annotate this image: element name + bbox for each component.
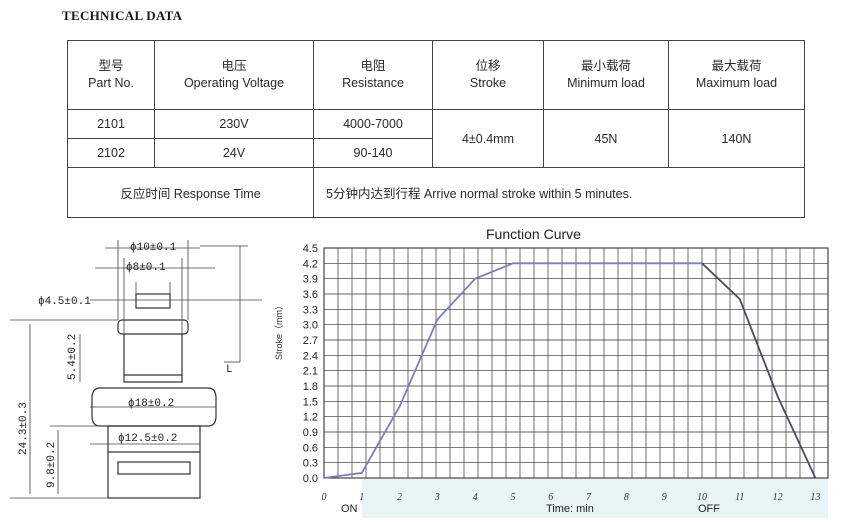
y-tick-label: 2.1 (303, 366, 318, 378)
x-tick-label: 6 (548, 492, 553, 503)
header-stroke: 位移 Stroke (432, 40, 544, 110)
x-tick-label: 2 (397, 492, 402, 503)
table-header-row: 型号 Part No. 电压 Operating Voltage 电阻 Resista… (67, 40, 805, 110)
header-min-load: 最小载荷 Minimum load (543, 40, 669, 110)
table-row: 2101 230V 4000-7000 4±0.4mm 45N 140N (67, 109, 805, 168)
cell-resistance: 90-140 (313, 138, 433, 168)
x-tick-label: 13 (810, 492, 820, 503)
y-tick-label: 1.5 (303, 396, 318, 408)
x-tick-label: 3 (434, 492, 440, 503)
y-tick-label: 0.0 (303, 473, 318, 485)
drawing-slot (117, 461, 191, 475)
drawing-neck (123, 334, 183, 383)
cell-part: 2101 (67, 109, 155, 139)
chart-ylabel: Stroke（mm） (274, 300, 284, 360)
dim-label: L (226, 364, 233, 376)
fall-curve (701, 262, 817, 479)
x-tick-label: 8 (624, 492, 629, 503)
y-tick-label: 2.4 (303, 350, 318, 362)
chart-xlabel: Time: min (546, 503, 594, 515)
x-tick-label: 5 (511, 492, 516, 503)
dim-label: ϕ12.5±0.2 (118, 433, 177, 445)
plot-frame (323, 247, 829, 479)
drawing-body (91, 387, 217, 427)
dim-label: ϕ4.5±0.1 (38, 296, 91, 308)
function-curve-chart: 0.0 0.3 0.6 0.9 1.2 1.5 1.8 2.1 2.4 2.7 3.0 3.3 3.6 3… (303, 243, 829, 518)
spec-table: 型号 Part No. 电压 Operating Voltage 电阻 Resista… (67, 40, 805, 218)
cell-response-value: 5分钟内达到行程 Arrive normal stroke within 5 m… (313, 167, 805, 218)
x-tick-label: 4 (473, 492, 478, 503)
x-tick-label: 7 (586, 492, 592, 503)
cell-voltage: 230V (154, 109, 314, 139)
header-cn: 最小载荷 (580, 59, 631, 73)
y-tick-label: 0.9 (303, 427, 318, 439)
drawing-pin (135, 293, 171, 309)
header-cn: 型号 (98, 59, 124, 73)
drawing-lower-body (107, 425, 201, 499)
chart-title: Function Curve (486, 226, 581, 242)
header-en: Minimum load (567, 76, 645, 90)
drawing-cap (117, 319, 189, 335)
x-tick-label: 0 (322, 492, 327, 503)
cell-max-load: 140N (668, 109, 805, 168)
y-tick-label: 1.2 (303, 412, 318, 424)
y-tick-label: 3.6 (303, 289, 318, 301)
y-tick-label: 3.3 (303, 304, 318, 316)
y-tick-label: 2.7 (303, 335, 318, 347)
on-marker: ON (341, 503, 358, 515)
y-tick-label: 1.8 (303, 381, 318, 393)
x-tick-label: 9 (662, 492, 667, 503)
header-en: Stroke (469, 76, 507, 90)
cell-stroke: 4±0.4mm (432, 109, 544, 168)
rise-curve (323, 262, 702, 479)
table-row: 2102 24V 90-140 (67, 138, 805, 168)
dim-label: 5.4±0.2 (67, 334, 79, 380)
dim-label: 24.3±0.3 (18, 402, 30, 455)
y-tick-label: 4.2 (303, 258, 318, 270)
dim-label: ϕ10±0.1 (130, 242, 177, 254)
dim-label: ϕ18±0.2 (128, 398, 174, 410)
table-row: 反应时间 Response Time 5分钟内达到行程 Arrive norma… (67, 167, 805, 218)
y-tick-label: 0.3 (303, 458, 318, 470)
header-cn: 最大载荷 (711, 59, 762, 73)
x-tick-label: 10 (697, 492, 707, 503)
y-tick-label: 3.9 (303, 274, 318, 286)
header-en: Part No. (88, 76, 134, 90)
y-tick-label: 0.6 (303, 442, 318, 454)
page-title: TECHNICAL DATA (62, 8, 183, 23)
chart-shade (362, 478, 828, 518)
header-part: 型号 Part No. (67, 40, 155, 110)
header-cn: 位移 (475, 59, 501, 73)
dim-label: 9.8±0.2 (46, 442, 58, 488)
header-en: Operating Voltage (183, 76, 285, 90)
x-tick-label: 11 (735, 492, 744, 503)
header-en: Maximum load (695, 76, 778, 90)
header-en: Resistance (342, 76, 404, 90)
y-tick-label: 4.5 (303, 243, 318, 255)
dim-label: ϕ8±0.1 (126, 262, 166, 274)
off-marker: OFF (698, 503, 720, 515)
x-tick-label: 1 (359, 492, 364, 503)
header-cn: 电压 (221, 59, 247, 73)
x-tick-label: 12 (773, 492, 783, 503)
cell-response-label: 反应时间 Response Time (67, 167, 314, 218)
header-cn: 电阻 (360, 59, 386, 73)
y-tick-label: 3.0 (303, 320, 318, 332)
